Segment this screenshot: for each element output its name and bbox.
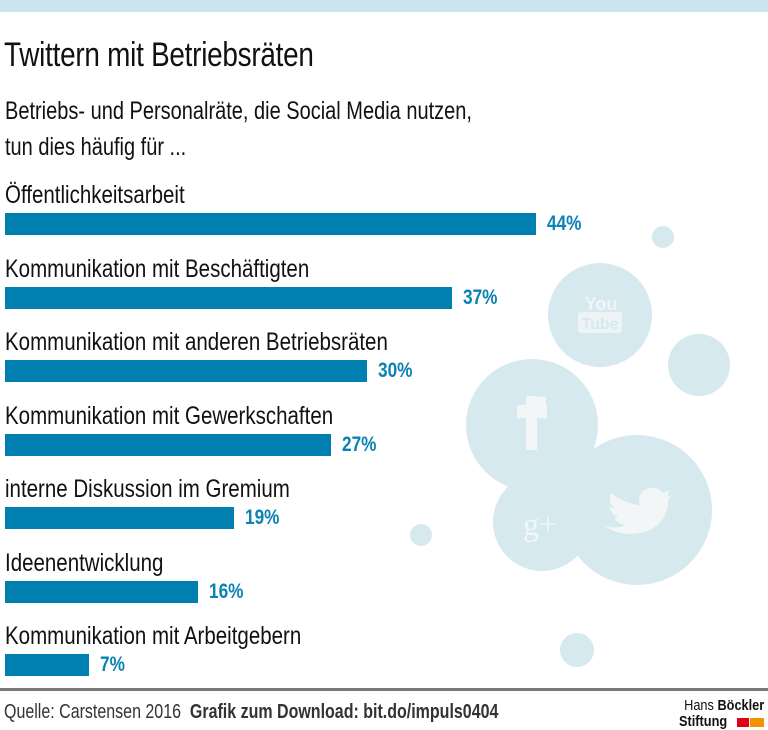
youtube-text-bottom: Tube — [581, 316, 618, 333]
value-label: 30% — [378, 359, 413, 382]
logo-hans: Hans — [683, 697, 714, 714]
category-label: interne Diskussion im Gremium — [5, 475, 290, 503]
category-label: Kommunikation mit Gewerkschaften — [5, 401, 334, 430]
logo-line-1: Hans Böckler — [684, 697, 764, 714]
chart-subtitle: Betriebs- und Personalräte, die Social M… — [5, 93, 472, 165]
value-label: 27% — [341, 432, 377, 456]
category-label: Kommunikation mit Arbeitgebern — [5, 622, 302, 650]
value-label: 7% — [100, 653, 126, 676]
twitter-icon — [603, 487, 672, 534]
bar — [5, 360, 368, 382]
chart-title: Twittern mit Betriebsräten — [4, 36, 314, 74]
category-label: Kommunikation mit Beschäftigten — [5, 254, 310, 283]
value-label: 19% — [245, 506, 280, 529]
download-link[interactable]: Grafik zum Download: bit.do/impuls0404 — [189, 701, 499, 723]
subtitle-line-2: tun dies häufig für ... — [5, 133, 187, 161]
bubble-small-top — [652, 226, 674, 248]
logo-orange-square — [750, 718, 764, 727]
bubble-small-left — [410, 524, 432, 546]
footer-divider — [0, 688, 768, 691]
footer-source: Quelle: Carstensen 2016 Grafik zum Downl… — [4, 701, 498, 724]
bar — [5, 507, 235, 529]
youtube-text-top: You — [585, 294, 618, 314]
bubble-mid-right — [668, 334, 730, 396]
bar — [5, 433, 331, 456]
logo-stiftung: Stiftung — [679, 713, 728, 730]
youtube-icon: You Tube — [578, 294, 622, 333]
category-label: Öffentlichkeitsarbeit — [5, 181, 185, 209]
bubble-gplus — [493, 473, 591, 571]
bar — [5, 654, 90, 676]
logo-boeckler: Böckler — [717, 697, 764, 714]
value-label: 37% — [462, 285, 497, 309]
facebook-icon — [517, 395, 547, 450]
bar — [5, 213, 536, 235]
bar — [5, 580, 199, 603]
value-label: 16% — [209, 579, 244, 603]
subtitle-line-1: Betriebs- und Personalräte, die Social M… — [5, 97, 472, 125]
google-plus-icon: g+ — [523, 506, 557, 542]
source-text: Quelle: Carstensen 2016 — [4, 701, 181, 723]
svg-text:g+: g+ — [523, 506, 557, 542]
logo-red-square — [737, 718, 749, 727]
category-label: Ideenentwicklung — [5, 548, 164, 577]
category-label: Kommunikation mit anderen Betriebsräten — [5, 328, 388, 356]
top-band — [0, 0, 768, 12]
value-label: 44% — [547, 212, 582, 235]
bar — [5, 286, 452, 309]
bubble-bottom — [560, 633, 594, 667]
